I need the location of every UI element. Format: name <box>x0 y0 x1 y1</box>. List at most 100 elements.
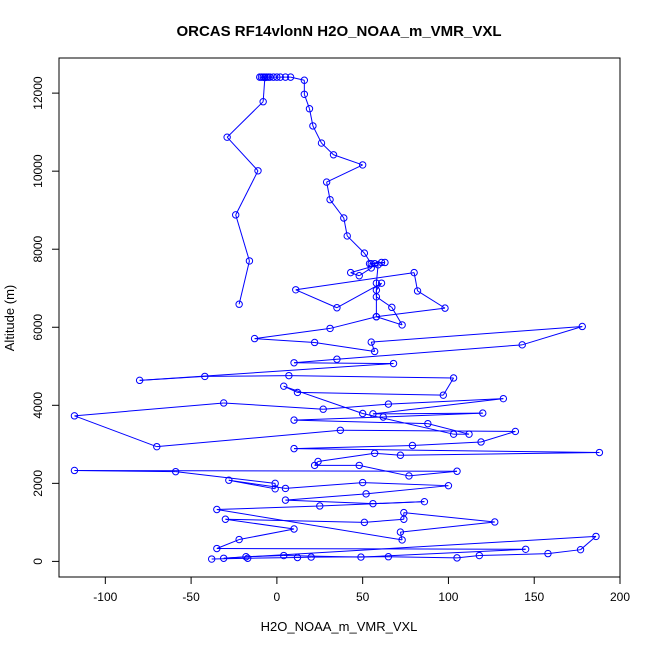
series-segment <box>480 430 516 443</box>
series-segment <box>326 164 363 183</box>
series-segment <box>239 528 295 541</box>
series-segment <box>400 521 495 533</box>
data-point <box>370 259 379 268</box>
series-segment <box>254 327 331 340</box>
x-axis-label: H2O_NOAA_m_VMR_VXL <box>261 619 418 634</box>
data-point <box>329 151 338 159</box>
series-segment <box>372 412 483 415</box>
series-segment <box>216 508 403 541</box>
data-point <box>367 338 375 346</box>
series-segment <box>376 316 403 326</box>
data-point <box>290 525 298 533</box>
series-segment <box>294 444 413 450</box>
data-point <box>235 535 243 544</box>
data-point <box>408 441 417 450</box>
data-point <box>280 551 288 560</box>
data-point <box>449 374 458 382</box>
series-segment <box>372 501 425 505</box>
data-point <box>317 139 326 147</box>
chart-title: ORCAS RF14vlonN H2O_NOAA_m_VMR_VXL <box>176 23 501 40</box>
series-segment <box>175 471 276 484</box>
series-segment <box>400 452 600 456</box>
series-segment <box>283 385 298 393</box>
data-point <box>358 409 367 418</box>
data-point <box>326 195 334 204</box>
series-segment <box>333 154 363 166</box>
data-point <box>281 484 290 493</box>
data-point <box>336 426 345 434</box>
series-segment <box>360 548 526 558</box>
series-segment <box>372 398 504 415</box>
series-segment <box>254 338 315 343</box>
series-segment <box>412 441 482 446</box>
data-point <box>153 442 161 451</box>
data-point <box>578 322 586 331</box>
series-segment <box>383 412 483 418</box>
data-point <box>254 167 262 175</box>
series-segment <box>235 170 259 216</box>
series-segment <box>388 398 504 405</box>
data-point <box>292 286 300 294</box>
data-point <box>242 553 250 561</box>
data-point <box>424 419 432 428</box>
series-segment <box>294 419 428 425</box>
data-point <box>405 472 413 480</box>
data-point <box>362 490 370 498</box>
data-point <box>358 478 367 487</box>
series-segment <box>362 413 454 435</box>
series-segment <box>283 555 361 558</box>
data-point <box>355 272 363 280</box>
data-point <box>576 545 585 554</box>
y-tick-label: 0 <box>31 558 45 565</box>
series-segment <box>364 518 404 523</box>
data-point <box>309 122 317 130</box>
data-point <box>367 259 375 268</box>
series-segment <box>216 548 526 550</box>
y-tick-label: 4000 <box>31 392 45 419</box>
data-point <box>316 502 324 510</box>
data-point <box>333 355 341 363</box>
data-point <box>439 391 447 399</box>
data-point <box>245 257 254 265</box>
y-axis-label: Altitude (m) <box>2 285 17 351</box>
series-segment <box>329 199 345 219</box>
data-point <box>261 73 269 82</box>
series-segment <box>285 493 367 501</box>
data-point <box>223 133 231 141</box>
data-point <box>232 211 240 219</box>
data-point <box>213 544 221 553</box>
series-segment <box>336 282 382 309</box>
data-point <box>219 554 228 562</box>
series-segment <box>294 362 394 365</box>
plot-frame <box>58 57 621 578</box>
data-point <box>479 409 487 417</box>
data-point <box>280 382 288 390</box>
data-point <box>372 313 381 321</box>
series-segment <box>388 556 458 559</box>
series-segment <box>285 499 373 505</box>
series-segment <box>522 325 583 346</box>
data-point <box>370 347 379 356</box>
data-point <box>213 505 221 514</box>
series-segment <box>225 518 295 530</box>
series-segment <box>321 142 334 156</box>
data-point <box>290 359 298 367</box>
series-segment <box>374 452 401 456</box>
data-point <box>592 532 600 541</box>
data-point <box>221 515 230 523</box>
data-point <box>293 553 302 562</box>
data-point <box>384 400 393 408</box>
series-segment <box>376 307 446 318</box>
data-point <box>369 410 377 418</box>
data-point <box>396 451 405 459</box>
series-segment <box>362 482 449 487</box>
y-tick-label: 10000 <box>31 154 45 188</box>
data-point <box>453 554 461 562</box>
series-segment <box>399 532 403 541</box>
series-segment <box>375 282 382 291</box>
series-segment <box>238 260 250 305</box>
series-segment <box>314 341 375 352</box>
series-segment <box>294 448 600 454</box>
data-point <box>326 324 334 333</box>
data-point <box>207 555 216 563</box>
